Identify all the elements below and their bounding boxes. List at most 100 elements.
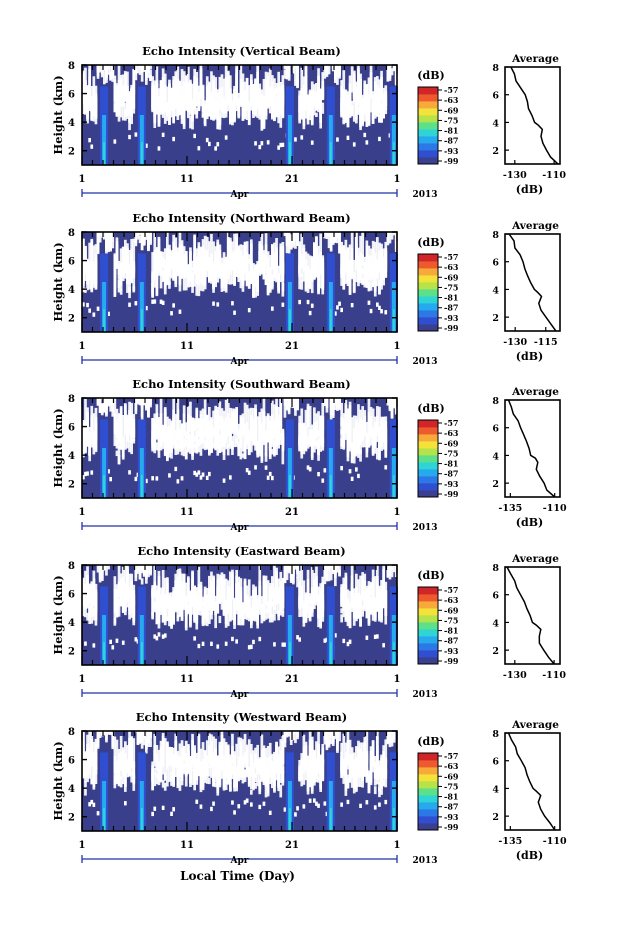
y-tick-label: 4 [68, 451, 75, 462]
colorbar-segment [418, 601, 438, 609]
echo-burst [285, 419, 294, 498]
colorbar-tick-label: -81 [444, 293, 458, 303]
colorbar-tick-label: -93 [444, 646, 459, 656]
colorbar-tick-label: -57 [444, 252, 458, 262]
y-tick-label: 2 [68, 147, 75, 158]
colorbar-tick-label: -87 [444, 136, 458, 146]
x-tick-label: 11 [180, 840, 194, 851]
colorbar-segment [418, 268, 438, 276]
echo-burst [389, 586, 398, 665]
colorbar-segment [418, 275, 438, 283]
colorbar-tick-label: -93 [444, 313, 459, 323]
x-tick-label: 21 [285, 507, 299, 518]
echo-burst [137, 419, 146, 498]
colorbar-segment [418, 324, 438, 332]
panel-title: Echo Intensity (Southward Beam) [132, 377, 350, 391]
y-tick-label: 4 [68, 285, 75, 296]
colorbar-segment [418, 629, 438, 637]
panel-5: Echo Intensity (Westward Beam)2468Height… [51, 710, 567, 883]
colorbar-tick-label: -75 [444, 448, 458, 458]
colorbar-tick-label: -99 [444, 656, 459, 666]
x-tick-label: 1 [79, 840, 86, 851]
colorbar-tick-label: -69 [444, 438, 459, 448]
average-profile-line [506, 566, 555, 665]
colorbar-segment [418, 261, 438, 269]
average-frame [504, 233, 561, 332]
y-tick-label: 6 [68, 90, 75, 101]
colorbar-segment [418, 317, 438, 325]
echo-burst [326, 419, 335, 498]
year-label: 2013 [412, 690, 437, 700]
average-y-tick-label: 4 [492, 618, 499, 629]
y-tick-label: 6 [68, 756, 75, 767]
heatmap-gaps [82, 65, 398, 151]
colorbar-tick-label: -69 [444, 605, 459, 615]
echo-burst [100, 419, 109, 498]
colorbar-tick-label: -63 [444, 595, 459, 605]
colorbar-tick-label: -81 [444, 459, 458, 469]
average-frame [504, 566, 561, 665]
year-label: 2013 [412, 523, 437, 533]
y-tick-label: 8 [68, 561, 75, 572]
average-profile-line [507, 732, 556, 831]
colorbar-segment [418, 760, 438, 768]
colorbar-segment [418, 823, 438, 831]
colorbar-segment [418, 143, 438, 151]
month-label: Apr [229, 190, 248, 200]
average-y-tick-label: 2 [492, 479, 499, 490]
x-axis-label: Local Time (Day) [180, 869, 295, 883]
panel-1: Echo Intensity (Vertical Beam)2468Height… [51, 44, 566, 200]
x-tick-label: 21 [285, 840, 299, 851]
x-tick-label: 1 [394, 674, 401, 685]
echo-burst [137, 752, 146, 831]
colorbar-segment [418, 289, 438, 297]
y-tick-label: 6 [68, 423, 75, 434]
echo-burst [326, 253, 335, 332]
colorbar-segment [418, 767, 438, 775]
colorbar-segment [418, 108, 438, 116]
colorbar-tick-label: -57 [444, 751, 458, 761]
colorbar-segment [418, 753, 438, 761]
average-y-tick-label: 6 [492, 91, 499, 102]
echo-burst [137, 253, 146, 332]
colorbar-tick-label: -57 [444, 418, 458, 428]
echo-burst [100, 253, 109, 332]
heatmap-gaps [82, 565, 398, 651]
y-tick-label: 2 [68, 813, 75, 824]
colorbar-tick-label: -75 [444, 282, 458, 292]
average-y-tick-label: 4 [492, 784, 499, 795]
colorbar-tick-label: -87 [444, 469, 458, 479]
average-x-tick-label: -115 [534, 337, 558, 348]
colorbar-segment [418, 643, 438, 651]
average-y-tick-label: 8 [492, 230, 499, 241]
colorbar-tick-label: -93 [444, 479, 459, 489]
y-axis-label: Height (km) [51, 741, 65, 820]
x-tick-label: 1 [79, 341, 86, 352]
colorbar-segment [418, 434, 438, 442]
colorbar-segment [418, 809, 438, 817]
y-axis-label: Height (km) [51, 75, 65, 154]
colorbar-frame [417, 752, 439, 831]
average-x-label: (dB) [516, 183, 543, 196]
echo-burst [100, 752, 109, 831]
average-y-tick-label: 2 [492, 313, 499, 324]
echo-burst [137, 586, 146, 665]
colorbar-segment [418, 802, 438, 810]
colorbar-segment [418, 122, 438, 130]
month-label: Apr [229, 523, 248, 533]
panel-3: Echo Intensity (Southward Beam)2468Heigh… [51, 377, 567, 533]
panel-title: Echo Intensity (Westward Beam) [136, 710, 347, 724]
colorbar-tick-label: -81 [444, 626, 458, 636]
colorbar-segment [418, 282, 438, 290]
average-x-tick-label: -130 [503, 170, 527, 181]
month-label: Apr [229, 357, 248, 367]
average-x-label: (dB) [516, 516, 543, 529]
colorbar-unit: (dB) [417, 402, 444, 415]
average-y-tick-label: 4 [492, 451, 499, 462]
colorbar-frame [417, 419, 439, 498]
average-profile-line [507, 399, 556, 498]
colorbar-segment [418, 781, 438, 789]
echo-burst [389, 86, 398, 165]
colorbar-segment [418, 310, 438, 318]
average-y-tick-label: 2 [492, 646, 499, 657]
